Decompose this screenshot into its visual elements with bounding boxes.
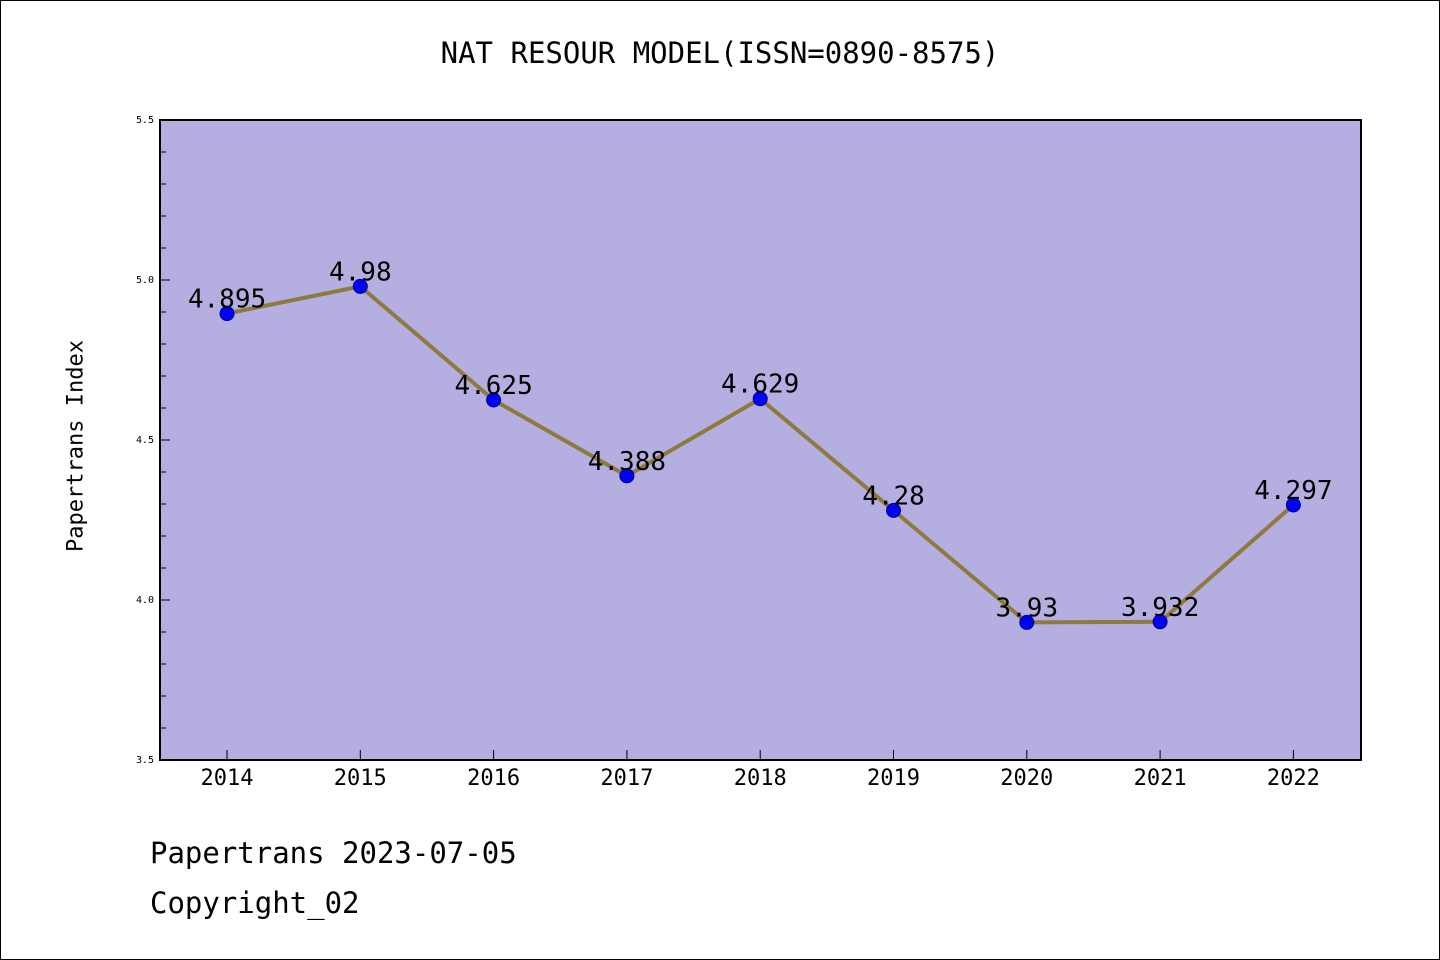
data-label: 4.625 <box>454 371 532 401</box>
data-point-marker <box>219 306 235 322</box>
data-point-marker <box>619 468 635 484</box>
x-tick-label: 2016 <box>467 766 520 791</box>
x-tick-label: 2021 <box>1134 766 1187 791</box>
x-tick-label: 2022 <box>1267 766 1320 791</box>
x-tick-label: 2017 <box>600 766 653 791</box>
data-label: 4.297 <box>1254 476 1332 506</box>
y-tick-label: 4.0 <box>136 595 154 606</box>
data-point-marker <box>352 278 368 294</box>
chart-title: NAT RESOUR MODEL(ISSN=0890-8575) <box>440 36 1000 70</box>
data-point-marker <box>1152 614 1168 630</box>
plot-area <box>160 120 1361 760</box>
y-tick-label: 5.0 <box>136 275 154 286</box>
x-tick-label: 2018 <box>734 766 787 791</box>
data-label: 4.895 <box>188 285 266 315</box>
data-label: 4.388 <box>588 447 666 477</box>
x-tick-label: 2019 <box>867 766 920 791</box>
footer-date-text: Papertrans 2023-07-05 <box>150 836 517 870</box>
footer-copyright-text: Copyright_02 <box>150 886 360 920</box>
x-tick-label: 2014 <box>201 766 254 791</box>
data-label: 4.629 <box>721 370 799 400</box>
x-tick-label: 2020 <box>1000 766 1053 791</box>
data-label: 3.93 <box>995 593 1058 623</box>
y-tick-label: 4.5 <box>136 435 154 446</box>
y-tick-label: 5.5 <box>136 115 154 126</box>
plot-border <box>159 119 1362 761</box>
x-tick-label: 2015 <box>334 766 387 791</box>
data-point-marker <box>886 502 901 518</box>
data-label: 4.98 <box>329 257 392 287</box>
data-label: 3.932 <box>1121 593 1199 623</box>
y-tick-label: 3.5 <box>136 755 154 766</box>
data-label: 4.28 <box>862 481 925 511</box>
data-point-marker <box>486 392 502 408</box>
data-point-marker <box>1285 497 1301 513</box>
data-point-marker <box>752 391 768 407</box>
data-point-marker <box>1019 614 1035 630</box>
